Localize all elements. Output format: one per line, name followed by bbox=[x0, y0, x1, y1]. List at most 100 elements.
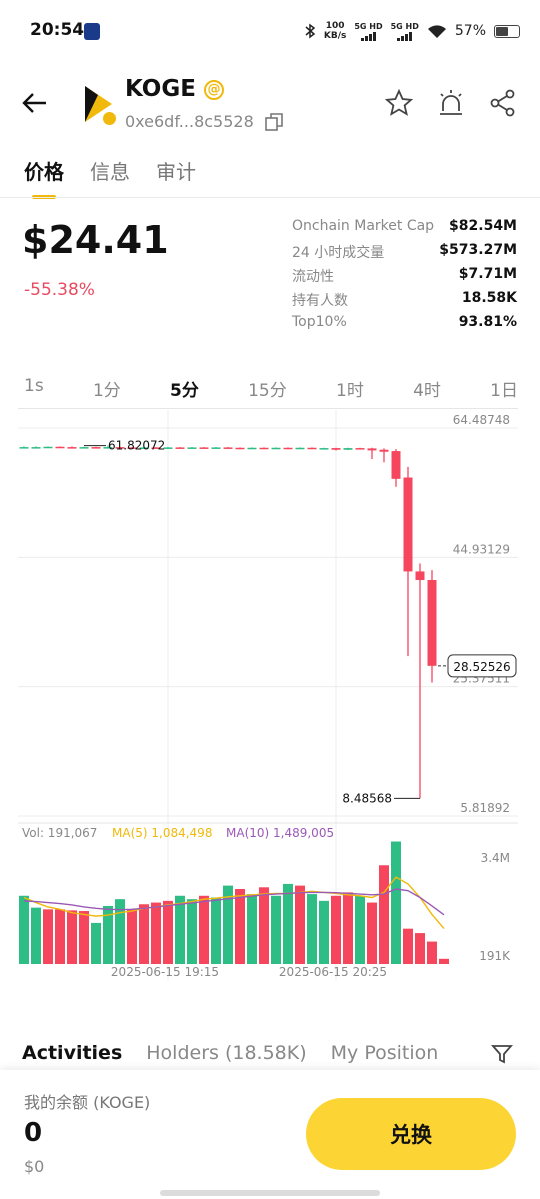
ma10-line bbox=[23, 888, 445, 916]
volume-bar bbox=[319, 900, 329, 964]
battery-icon bbox=[494, 24, 520, 38]
at-mention-icon[interactable]: @ bbox=[204, 80, 224, 100]
candle-body bbox=[223, 447, 233, 449]
sim1-signal: 5G HD bbox=[354, 22, 383, 41]
tab-my-position[interactable]: My Position bbox=[330, 1042, 439, 1064]
current-price: $24.41 bbox=[22, 218, 169, 262]
detail-tabs: 价格 信息 审计 bbox=[24, 156, 196, 199]
candle-body bbox=[79, 447, 89, 449]
stat-value: 18.58K bbox=[461, 290, 517, 306]
token-name: KOGE bbox=[125, 76, 196, 102]
price-chart[interactable]: 64.4874844.9312925.375115.8189261.820728… bbox=[0, 410, 540, 990]
tab-holders[interactable]: Holders (18.58K) bbox=[146, 1042, 307, 1064]
stat-row-holders: 持有人数 18.58K bbox=[292, 290, 517, 314]
volume-bar bbox=[379, 865, 389, 964]
time-label: 2025-06-15 20:25 bbox=[279, 965, 387, 979]
candle-body bbox=[115, 447, 125, 449]
token-stats: Onchain Market Cap $82.54M 24 小时成交量 $573.2… bbox=[292, 218, 517, 338]
volume-bar bbox=[67, 910, 77, 964]
wifi-icon bbox=[427, 24, 446, 38]
stat-label: Top10% bbox=[292, 314, 347, 330]
stat-value: 93.81% bbox=[458, 314, 517, 330]
stat-row-market-cap: Onchain Market Cap $82.54M bbox=[292, 218, 517, 242]
header-actions bbox=[384, 88, 518, 118]
volume-bar bbox=[307, 894, 317, 964]
candle-body bbox=[103, 447, 113, 449]
signal-bars-icon bbox=[397, 31, 413, 41]
volume-bar bbox=[415, 933, 425, 964]
alert-siren-icon[interactable] bbox=[436, 88, 466, 118]
bluetooth-icon bbox=[305, 23, 316, 39]
volume-bar bbox=[331, 895, 341, 964]
candle-body bbox=[247, 447, 257, 450]
volume-bar bbox=[235, 888, 245, 964]
filter-icon[interactable] bbox=[490, 1042, 514, 1066]
candle-body bbox=[307, 447, 317, 450]
signal-bars-icon bbox=[360, 31, 376, 41]
tab-info[interactable]: 信息 bbox=[90, 160, 130, 184]
interval-1d[interactable]: 1日 bbox=[490, 381, 518, 401]
star-icon[interactable] bbox=[384, 88, 414, 118]
candle-body bbox=[427, 580, 437, 666]
net-speed-unit: KB/s bbox=[323, 31, 347, 41]
candle-body bbox=[175, 447, 185, 449]
candle-body bbox=[271, 447, 281, 450]
candle-body bbox=[127, 447, 137, 449]
balance-label: 我的余额 (KOGE) bbox=[24, 1093, 151, 1112]
candle-body bbox=[67, 447, 77, 449]
interval-15m[interactable]: 15分 bbox=[248, 381, 287, 401]
volume-bar bbox=[391, 841, 401, 964]
interval-selector: 1s 1分 5分 15分 1时 4时 1日 bbox=[0, 376, 540, 401]
volume-bar bbox=[223, 885, 233, 964]
interval-1s[interactable]: 1s bbox=[24, 376, 44, 396]
interval-5m[interactable]: 5分 bbox=[170, 381, 199, 401]
candle-body bbox=[235, 447, 245, 450]
time-label: 2025-06-15 19:15 bbox=[111, 965, 219, 979]
volume-tick-label: 3.4M bbox=[481, 851, 510, 865]
interval-1h[interactable]: 1时 bbox=[336, 381, 364, 401]
tab-activities[interactable]: Activities bbox=[22, 1042, 123, 1064]
volume-bar bbox=[439, 958, 449, 964]
share-icon[interactable] bbox=[488, 88, 518, 118]
volume-bar bbox=[199, 895, 209, 964]
notification-app-icon bbox=[84, 23, 100, 40]
back-arrow-icon[interactable] bbox=[20, 88, 50, 118]
candle-body bbox=[295, 447, 305, 450]
candle-body bbox=[367, 448, 377, 451]
volume-bar bbox=[163, 900, 173, 964]
candle-body bbox=[283, 447, 293, 450]
stat-row-liquidity: 流动性 $7.71M bbox=[292, 266, 517, 290]
candle-body bbox=[259, 447, 269, 450]
candle-body bbox=[163, 447, 173, 449]
candle-body bbox=[211, 447, 221, 449]
copy-icon[interactable] bbox=[264, 112, 284, 132]
volume-bars bbox=[19, 841, 449, 964]
volume-bar bbox=[115, 899, 125, 964]
chart-grid bbox=[18, 410, 518, 980]
tab-audit[interactable]: 审计 bbox=[156, 160, 196, 184]
stat-label: Onchain Market Cap bbox=[292, 218, 435, 234]
stat-row-volume: 24 小时成交量 $573.27M bbox=[292, 242, 517, 266]
candle-body bbox=[43, 446, 53, 449]
volume-bar bbox=[211, 897, 221, 964]
volume-bar bbox=[283, 883, 293, 964]
volume-bar bbox=[403, 928, 413, 964]
candle-body bbox=[415, 571, 425, 581]
balance-usd: $0 bbox=[24, 1157, 45, 1176]
swap-button[interactable]: 兑换 bbox=[306, 1098, 516, 1170]
interval-1m[interactable]: 1分 bbox=[92, 381, 121, 401]
ma10-label: MA(10) 1,489,005 bbox=[226, 826, 334, 840]
candle-body bbox=[55, 446, 65, 449]
candle-body bbox=[331, 448, 341, 450]
volume-bar bbox=[355, 895, 365, 964]
ma5-line bbox=[23, 876, 445, 929]
status-indicators: 100 KB/s 5G HD 5G HD 57% bbox=[304, 18, 520, 44]
interval-4h[interactable]: 4时 bbox=[413, 381, 441, 401]
tab-price[interactable]: 价格 bbox=[24, 156, 64, 199]
net-speed: 100 KB/s bbox=[324, 21, 346, 41]
candle-body bbox=[199, 447, 209, 449]
volume-bar bbox=[187, 899, 197, 964]
current-price-tag bbox=[447, 654, 517, 678]
candles bbox=[19, 445, 437, 799]
volume-bar bbox=[175, 895, 185, 964]
